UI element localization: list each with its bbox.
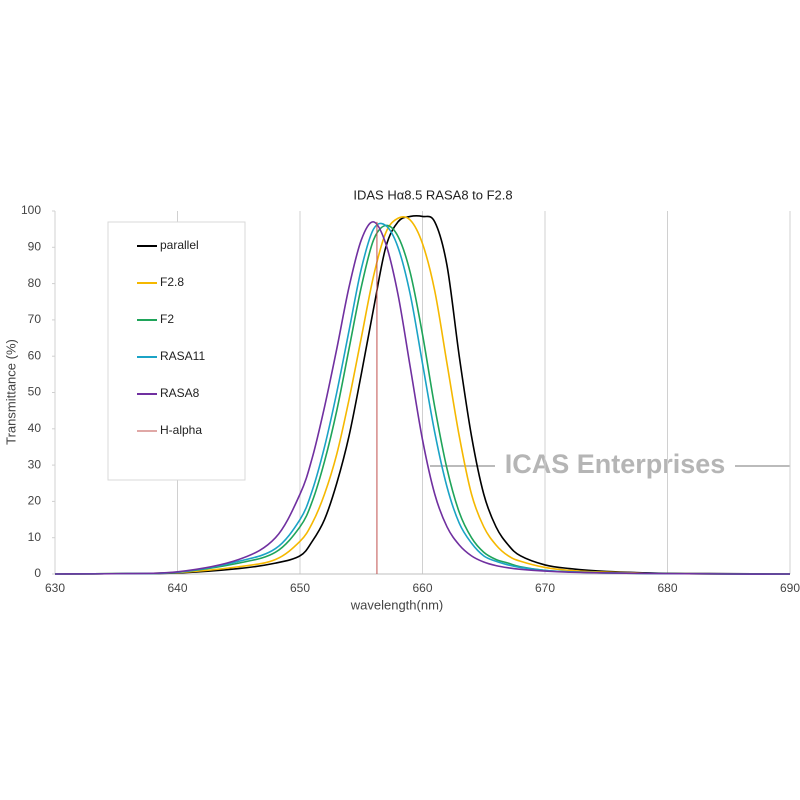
legend-label: parallel (160, 238, 199, 252)
legend-label: H-alpha (160, 423, 202, 437)
series-line (54, 215, 791, 575)
y-axis-label: Transmittance (%) (3, 339, 18, 445)
x-tick-label: 680 (657, 581, 677, 595)
x-tick-label: 670 (535, 581, 555, 595)
legend-label: RASA8 (160, 386, 200, 400)
y-tick-label: 30 (28, 457, 42, 471)
y-tick-label: 20 (28, 494, 42, 508)
y-tick-label: 70 (28, 312, 42, 326)
y-tick-label: 40 (28, 421, 42, 435)
legend-label: F2 (160, 312, 174, 326)
x-tick-label: 640 (167, 581, 187, 595)
x-tick-label: 690 (780, 581, 800, 595)
legend-label: F2.8 (160, 275, 184, 289)
y-tick-label: 80 (28, 276, 42, 290)
y-tick-label: 100 (21, 203, 41, 217)
y-tick-label: 0 (34, 566, 41, 580)
watermark: ICAS Enterprises (505, 449, 726, 479)
legend-label: RASA11 (160, 349, 205, 363)
x-tick-label: 650 (290, 581, 310, 595)
x-tick-label: 660 (412, 581, 432, 595)
y-tick-label: 90 (28, 239, 42, 253)
series-line (54, 221, 791, 575)
series-line (54, 214, 791, 575)
y-tick-label: 10 (28, 530, 42, 544)
x-tick-label: 630 (45, 581, 65, 595)
legend (107, 221, 246, 481)
x-axis-label: wavelength(nm) (350, 597, 444, 612)
chart-title: IDAS Hα8.5 RASA8 to F2.8 (353, 187, 512, 202)
y-tick-label: 50 (28, 385, 42, 399)
y-tick-label: 60 (28, 348, 42, 362)
